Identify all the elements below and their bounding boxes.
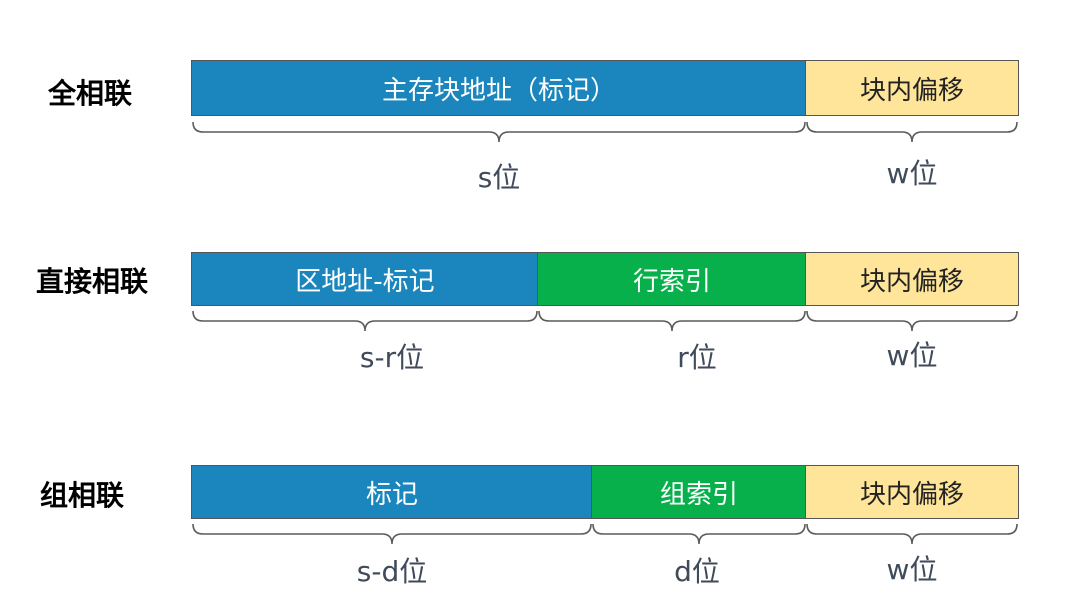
bits-label-d: d位 bbox=[674, 555, 720, 588]
bits-label-w: w位 bbox=[886, 157, 938, 190]
segment-block-offset: 块内偏移 bbox=[805, 252, 1019, 306]
brace bbox=[192, 523, 592, 545]
segment-block-address-tag: 主存块地址（标记） bbox=[191, 60, 807, 116]
brace bbox=[806, 523, 1018, 545]
bits-label-s-r: s-r位 bbox=[359, 341, 425, 374]
brace bbox=[192, 121, 806, 143]
row-label-fully-associative: 全相联 bbox=[48, 77, 133, 110]
row-label-direct-mapped: 直接相联 bbox=[36, 265, 149, 298]
bits-label-w: w位 bbox=[886, 339, 938, 372]
bits-label-w: w位 bbox=[886, 553, 938, 586]
brace bbox=[192, 310, 538, 332]
segment-line-index: 行索引 bbox=[537, 252, 807, 306]
row-label-set-associative: 组相联 bbox=[40, 479, 125, 512]
segment-zone-address-tag: 区地址-标记 bbox=[191, 252, 539, 306]
bits-label-r: r位 bbox=[677, 341, 717, 374]
brace bbox=[806, 310, 1018, 332]
bits-label-s: s位 bbox=[477, 161, 521, 194]
segment-block-offset: 块内偏移 bbox=[805, 465, 1019, 519]
brace bbox=[538, 310, 806, 332]
brace bbox=[806, 121, 1018, 143]
segment-set-index: 组索引 bbox=[591, 465, 807, 519]
brace bbox=[592, 523, 806, 545]
bits-label-s-d: s-d位 bbox=[356, 555, 428, 588]
segment-tag: 标记 bbox=[191, 465, 593, 519]
segment-block-offset: 块内偏移 bbox=[805, 60, 1019, 116]
